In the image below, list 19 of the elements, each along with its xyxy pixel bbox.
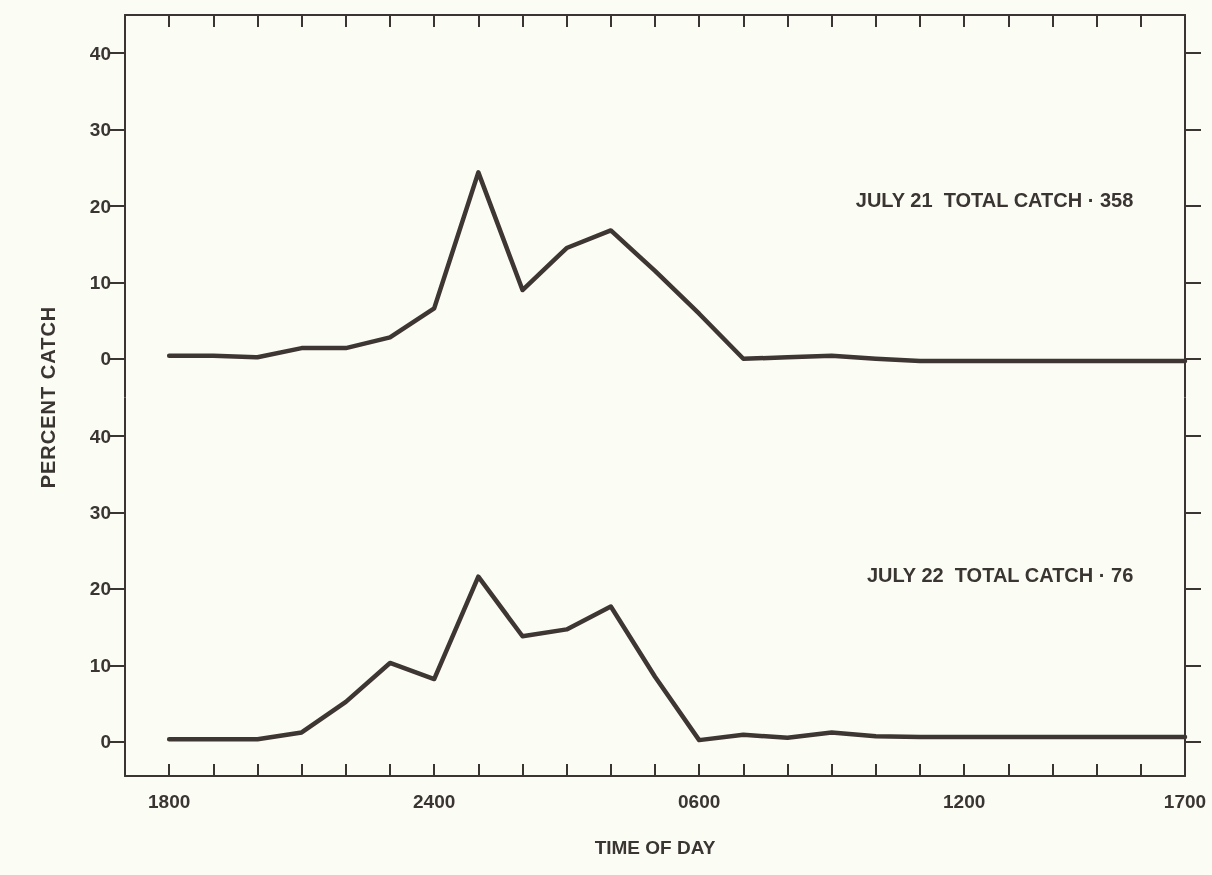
x-tick-label: 0600 bbox=[678, 791, 721, 812]
y-tick-label: 20 bbox=[89, 578, 111, 600]
y-tick-label: 0 bbox=[100, 348, 111, 370]
y-tick-label: 40 bbox=[89, 425, 111, 447]
y-tick-label: 30 bbox=[89, 119, 111, 141]
y-tick-label: 10 bbox=[89, 271, 111, 293]
x-axis-title: TIME OF DAY bbox=[594, 837, 716, 858]
annotation: JULY 22 TOTAL CATCH · 76 bbox=[866, 564, 1134, 586]
x-tick-label: 1200 bbox=[943, 791, 986, 812]
annotation: JULY 21 TOTAL CATCH · 358 bbox=[855, 189, 1134, 211]
y-tick-label: 20 bbox=[89, 195, 111, 217]
x-tick-label: 1700 bbox=[1163, 791, 1207, 812]
x-tick-label: 2400 bbox=[413, 791, 456, 812]
y-tick-label: 10 bbox=[89, 654, 111, 676]
x-tick-label: 1800 bbox=[148, 791, 191, 812]
y-axis-title: PERCENT CATCH bbox=[36, 305, 60, 489]
y-tick-label: 40 bbox=[89, 42, 111, 64]
y-tick-label: 0 bbox=[100, 731, 111, 753]
y-tick-label: 30 bbox=[89, 502, 111, 524]
